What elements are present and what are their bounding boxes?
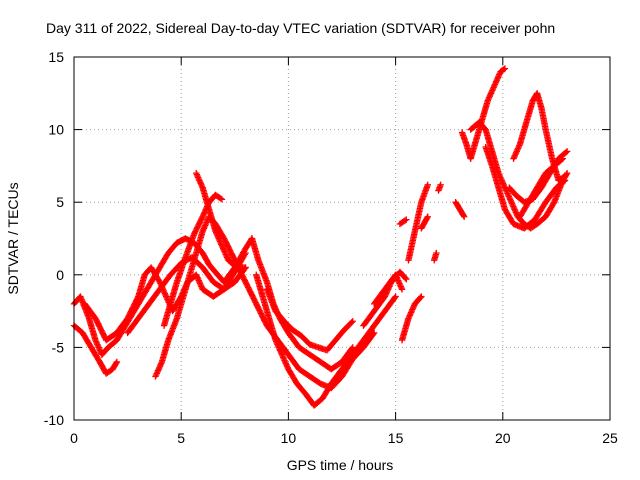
data-point [134,294,141,302]
x-tick-label: 10 [281,430,297,446]
series-21 [482,143,569,232]
y-tick-label: 0 [56,267,64,283]
y-tick-label: 10 [48,122,64,138]
series-14 [396,216,410,228]
data-point [433,249,440,257]
data-point [500,66,508,73]
data-point [403,275,410,283]
series-6 [193,169,249,271]
y-tick-label: -5 [52,339,65,355]
data-point [417,294,424,301]
data-point [218,196,226,203]
data-point [460,212,467,219]
x-tick-label: 15 [388,430,404,446]
data-point [461,213,468,220]
series-9 [263,286,356,354]
series-12 [398,293,425,344]
series-5 [160,191,226,329]
series-1 [70,322,121,377]
y-axis-label: SDTVAR / TECUs [5,182,21,294]
data-point [112,359,120,367]
y-tick-label: 15 [48,49,64,65]
series-11 [370,271,406,308]
series-15 [418,213,431,232]
data-point [392,293,399,300]
series-17 [435,181,444,194]
data-point [403,216,410,223]
x-tick-label: 25 [602,430,618,446]
data-point [401,217,409,224]
series-4 [152,213,378,392]
data-point [242,264,249,271]
data-point [563,148,571,155]
data-point [418,293,425,300]
data-point [370,330,377,338]
data-point [217,195,224,202]
series-16 [430,249,440,264]
data-point [370,329,378,337]
data-point [424,181,431,188]
data-point [348,345,356,352]
plot-border [73,56,611,421]
data-point [113,358,121,366]
data-point [561,172,569,180]
x-tick-label: 0 [70,430,78,446]
grid-lines [74,57,610,420]
data-point [501,65,509,72]
data-points [70,65,571,409]
data-point [560,173,567,181]
data-point [424,213,431,220]
chart-title: Day 311 of 2022, Sidereal Day-to-day VTE… [46,20,555,36]
data-point [562,149,570,156]
data-point [349,318,356,325]
data-point [402,274,409,282]
series-0 [70,235,256,358]
series-18 [452,199,468,220]
data-point [349,344,356,351]
y-tick-label: 5 [56,194,64,210]
data-point [423,214,431,222]
x-axis-label: GPS time / hours [287,457,394,473]
data-point [241,251,248,258]
data-point [391,294,398,301]
series-13 [405,181,431,264]
data-point [437,181,444,188]
data-point [242,249,249,257]
series-24 [516,155,567,220]
series-8 [253,271,399,409]
series-22 [510,90,569,184]
axis-ticks: 0 5 10 15 20 25 -10 -5 0 5 10 15 [44,49,618,446]
series-10 [360,268,410,329]
y-tick-label: -10 [44,412,64,428]
x-tick-label: 20 [495,430,511,446]
x-tick-label: 5 [177,430,185,446]
data-point [348,319,355,326]
data-point [559,155,567,162]
data-point [398,286,406,293]
data-point [198,214,206,222]
data-point [558,156,565,163]
